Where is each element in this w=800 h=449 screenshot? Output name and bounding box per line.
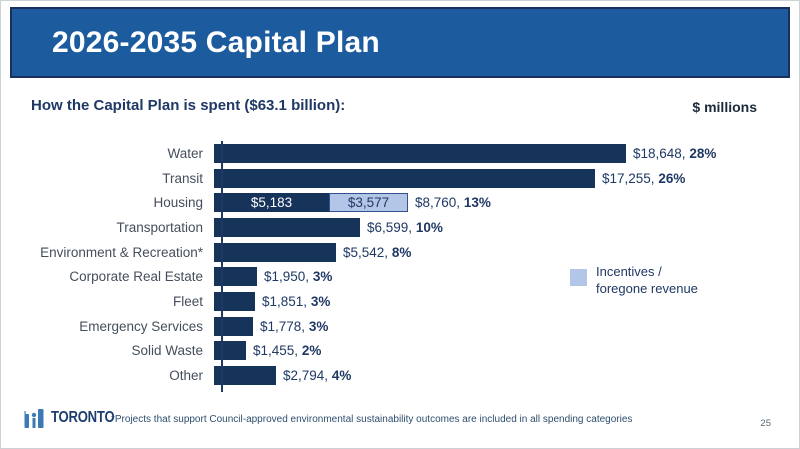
bar-area: $1,950, 3%	[212, 267, 776, 287]
chart-row: Transit $17,255, 26%	[31, 166, 776, 191]
category-label: Corporate Real Estate	[69, 269, 203, 285]
bar-segment-incentives-foregone-revenue: $3,577	[329, 193, 408, 213]
bar-segment-base: $5,183	[214, 193, 329, 213]
chart-row: Other $2,794, 4%	[31, 363, 776, 388]
value-label: $1,851, 3%	[262, 293, 331, 309]
chart-legend: Incentives / foregone revenue	[570, 263, 698, 297]
value-label: $6,599, 10%	[367, 219, 443, 235]
legend-swatch-incentives	[570, 269, 587, 286]
bar-area: $2,794, 4%	[212, 366, 776, 386]
chart-row: Water $18,648, 28%	[31, 141, 776, 166]
bar-area: $1,455, 2%	[212, 341, 776, 361]
y-axis-line	[221, 141, 223, 392]
units-label: $ millions	[692, 99, 757, 115]
bar-segment	[214, 316, 253, 336]
category-label: Water	[167, 145, 203, 161]
bar-area: $6,599, 10%	[212, 217, 776, 237]
chart-row: Solid Waste $1,455, 2%	[31, 339, 776, 364]
bar-segment	[214, 291, 255, 311]
value-label: $18,648, 28%	[633, 145, 717, 161]
chart-row: Fleet $1,851, 3%	[31, 289, 776, 314]
bar-segment	[214, 341, 246, 361]
value-label: $1,455, 2%	[253, 343, 322, 359]
city-hall-icon	[24, 409, 44, 428]
footnote: *Projects that support Council-approved …	[111, 414, 633, 425]
toronto-logo: TORONTO	[23, 405, 128, 430]
segment-value-label: $5,183	[250, 195, 293, 211]
category-label: Solid Waste	[131, 343, 203, 359]
category-label: Environment & Recreation*	[40, 244, 203, 260]
bar-area: $1,778, 3%	[212, 316, 776, 336]
category-label: Transit	[162, 170, 203, 186]
value-label: $1,950, 3%	[264, 269, 333, 285]
slide-title: 2026-2035 Capital Plan	[52, 25, 380, 59]
title-banner: 2026-2035 Capital Plan	[10, 7, 790, 78]
value-label: $17,255, 26%	[602, 170, 686, 186]
bar-segment	[214, 143, 626, 163]
bar-segment	[214, 242, 336, 262]
category-label: Fleet	[172, 293, 203, 309]
chart-title: How the Capital Plan is spent ($63.1 bil…	[31, 97, 346, 114]
bar-area: $17,255, 26%	[212, 168, 776, 188]
category-label: Other	[169, 368, 203, 384]
segment-value-label: $3,577	[347, 195, 390, 211]
bar-area: $5,183 $3,577 $8,760, 13%	[212, 193, 776, 213]
category-label: Transportation	[116, 219, 203, 235]
toronto-wordmark: TORONTO	[51, 408, 115, 426]
page-number: 25	[760, 418, 771, 429]
value-label: $8,760, 13%	[415, 195, 491, 211]
category-label: Emergency Services	[79, 318, 203, 334]
bar-segment	[214, 267, 257, 287]
value-label: $2,794, 4%	[283, 368, 352, 384]
chart-row: Emergency Services $1,778, 3%	[31, 314, 776, 339]
value-label: $1,778, 3%	[260, 318, 329, 334]
bar-segment	[214, 217, 360, 237]
bar-chart: Water $18,648, 28% Transit $17,255, 26% Hous…	[31, 141, 776, 392]
bar-area: $5,542, 8%	[212, 242, 776, 262]
chart-row: Corporate Real Estate $1,950, 3%	[31, 264, 776, 289]
chart-row: Transportation $6,599, 10%	[31, 215, 776, 240]
value-label: $5,542, 8%	[343, 244, 412, 260]
bar-area: $1,851, 3%	[212, 291, 776, 311]
legend-label: Incentives / foregone revenue	[596, 264, 698, 296]
chart-row: Housing $5,183 $3,577 $8,760, 13%	[31, 190, 776, 215]
category-label: Housing	[153, 195, 203, 211]
bar-segment	[214, 366, 276, 386]
chart-row: Environment & Recreation* $5,542, 8%	[31, 240, 776, 265]
bar-area: $18,648, 28%	[212, 143, 776, 163]
bar-segment	[214, 168, 595, 188]
chart-rows: Water $18,648, 28% Transit $17,255, 26% Hous…	[31, 141, 776, 388]
